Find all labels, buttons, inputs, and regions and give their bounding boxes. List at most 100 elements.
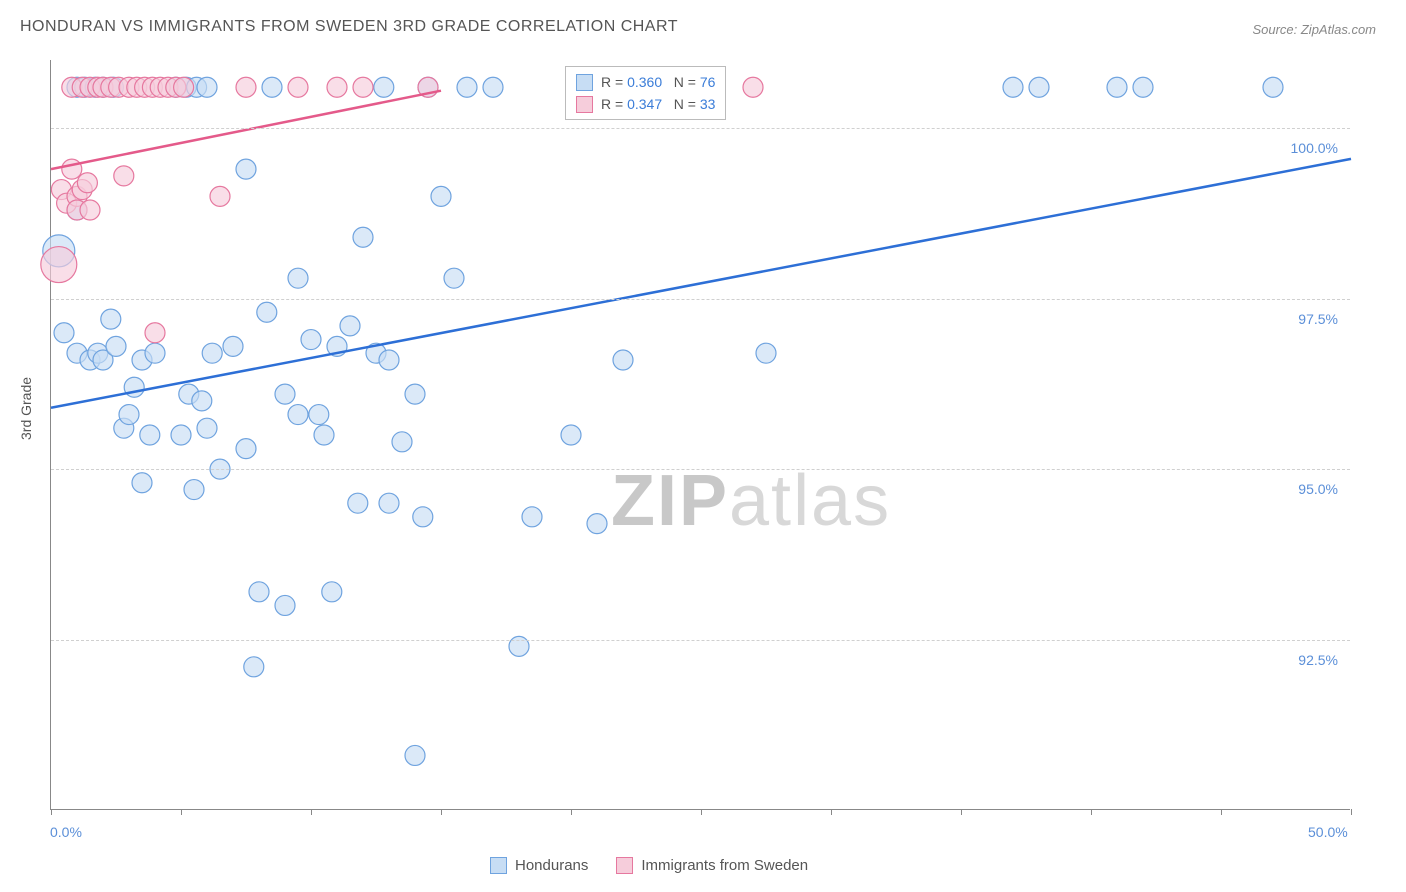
data-point (413, 507, 433, 527)
legend-item: Immigrants from Sweden (616, 857, 808, 874)
y-tick-label: 100.0% (1291, 140, 1338, 156)
data-point (288, 405, 308, 425)
y-axis-label: 3rd Grade (18, 377, 34, 440)
data-point (174, 77, 194, 97)
chart-title: HONDURAN VS IMMIGRANTS FROM SWEDEN 3RD G… (20, 18, 678, 36)
data-point (223, 336, 243, 356)
data-point (80, 200, 100, 220)
data-point (444, 268, 464, 288)
data-point (140, 425, 160, 445)
data-point (353, 227, 373, 247)
legend-row: R = 0.347 N = 33 (576, 93, 715, 115)
data-point (340, 316, 360, 336)
legend-swatch (576, 74, 593, 91)
x-tick (181, 809, 182, 815)
data-point (236, 439, 256, 459)
data-point (244, 657, 264, 677)
x-tick (1351, 809, 1352, 815)
data-point (457, 77, 477, 97)
data-point (275, 384, 295, 404)
data-point (309, 405, 329, 425)
legend-swatch (576, 96, 593, 113)
data-point (1133, 77, 1153, 97)
gridline (51, 469, 1350, 470)
data-point (262, 77, 282, 97)
data-point (114, 166, 134, 186)
x-tick (701, 809, 702, 815)
x-tick (831, 809, 832, 815)
gridline (51, 128, 1350, 129)
data-point (522, 507, 542, 527)
data-point (301, 330, 321, 350)
data-point (54, 323, 74, 343)
data-point (587, 514, 607, 534)
data-point (41, 247, 77, 283)
gridline (51, 299, 1350, 300)
legend-label: Hondurans (515, 857, 588, 874)
data-point (379, 493, 399, 513)
series-legend: Hondurans Immigrants from Sweden (490, 857, 808, 874)
x-tick (311, 809, 312, 815)
data-point (184, 480, 204, 500)
legend-row: R = 0.360 N = 76 (576, 71, 715, 93)
data-point (1107, 77, 1127, 97)
data-point (756, 343, 776, 363)
correlation-legend: R = 0.360 N = 76R = 0.347 N = 33 (565, 66, 726, 120)
data-point (236, 77, 256, 97)
data-point (1263, 77, 1283, 97)
legend-swatch (490, 857, 507, 874)
data-point (257, 302, 277, 322)
data-point (145, 323, 165, 343)
data-point (101, 309, 121, 329)
trend-line (51, 91, 441, 169)
x-tick (51, 809, 52, 815)
data-point (275, 595, 295, 615)
data-point (743, 77, 763, 97)
data-point (132, 473, 152, 493)
data-point (405, 384, 425, 404)
legend-swatch (616, 857, 633, 874)
y-tick-label: 92.5% (1298, 652, 1338, 668)
data-point (202, 343, 222, 363)
data-point (288, 268, 308, 288)
data-point (62, 159, 82, 179)
data-point (77, 173, 97, 193)
data-point (348, 493, 368, 513)
data-point (119, 405, 139, 425)
data-point (613, 350, 633, 370)
data-point (1029, 77, 1049, 97)
legend-text: R = 0.347 N = 33 (601, 93, 715, 115)
x-tick (441, 809, 442, 815)
data-point (210, 186, 230, 206)
data-point (431, 186, 451, 206)
data-point (483, 77, 503, 97)
data-point (405, 745, 425, 765)
data-point (236, 159, 256, 179)
data-point (192, 391, 212, 411)
scatter-svg (51, 60, 1350, 809)
legend-label: Immigrants from Sweden (641, 857, 808, 874)
y-tick-label: 95.0% (1298, 481, 1338, 497)
data-point (249, 582, 269, 602)
data-point (374, 77, 394, 97)
source-attribution: Source: ZipAtlas.com (1252, 22, 1376, 37)
chart-plot-area: ZIPatlas 92.5%95.0%97.5%100.0% (50, 60, 1350, 810)
x-tick (1221, 809, 1222, 815)
x-tick (571, 809, 572, 815)
legend-item: Hondurans (490, 857, 588, 874)
data-point (392, 432, 412, 452)
data-point (327, 77, 347, 97)
gridline (51, 640, 1350, 641)
data-point (197, 77, 217, 97)
trend-line (51, 159, 1351, 408)
data-point (288, 77, 308, 97)
data-point (106, 336, 126, 356)
x-tick-label: 0.0% (50, 824, 82, 840)
data-point (197, 418, 217, 438)
data-point (314, 425, 334, 445)
data-point (379, 350, 399, 370)
data-point (1003, 77, 1023, 97)
x-tick-label: 50.0% (1308, 824, 1348, 840)
data-point (353, 77, 373, 97)
y-tick-label: 97.5% (1298, 311, 1338, 327)
